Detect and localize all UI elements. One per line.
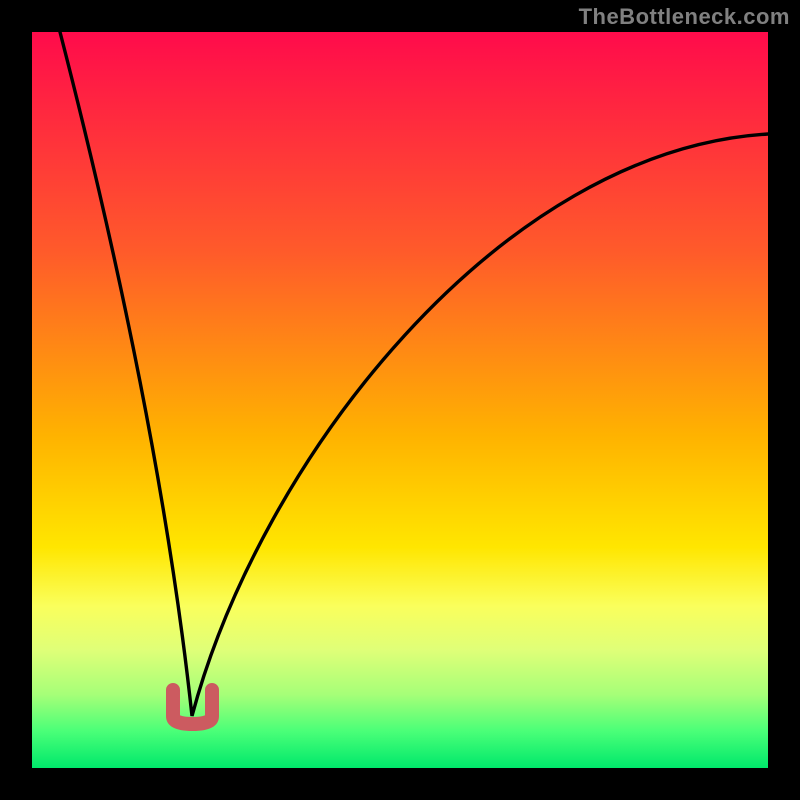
chart-frame: TheBottleneck.com [0, 0, 800, 800]
chart-svg [0, 0, 800, 800]
watermark-text: TheBottleneck.com [579, 4, 790, 30]
